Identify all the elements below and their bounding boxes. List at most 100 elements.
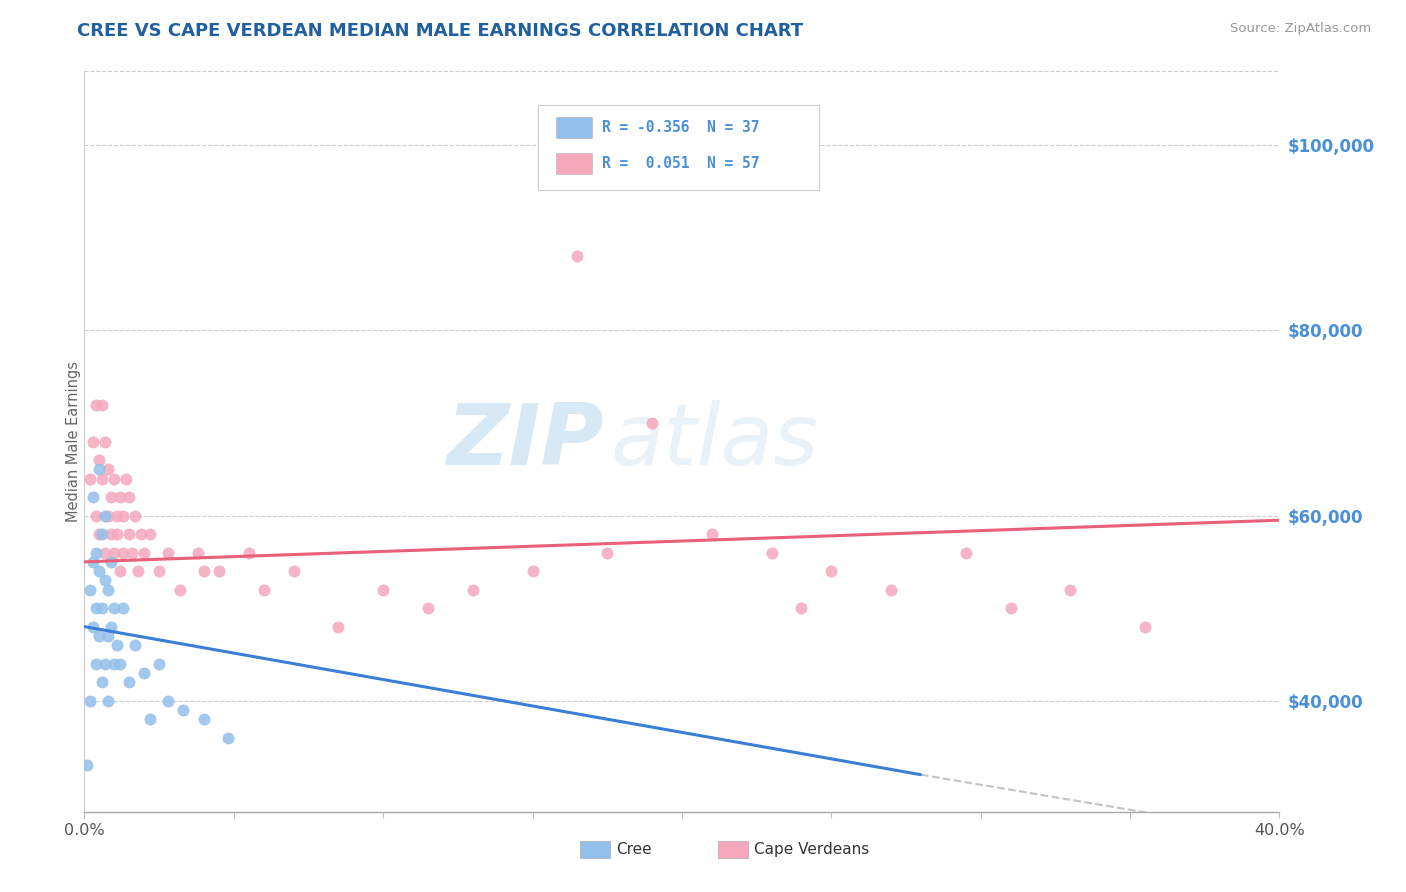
Point (118, 527, 141, 541)
Point (115, 472, 138, 486)
Point (187, 545, 209, 560)
Point (97, 462, 120, 476)
Point (79, 582, 101, 597)
Point (86, 601, 108, 615)
Bar (718, 841, 748, 857)
Y-axis label: Median Male Earnings: Median Male Earnings (66, 361, 80, 522)
Point (86, 545, 108, 560)
Point (94, 657, 117, 671)
Point (193, 564, 215, 578)
Point (373, 582, 395, 597)
Text: Cree: Cree (616, 842, 652, 857)
Point (596, 545, 619, 560)
Text: Cape Verdeans: Cape Verdeans (754, 842, 869, 857)
Point (100, 620, 122, 634)
Point (103, 657, 125, 671)
Text: Source: ZipAtlas.com: Source: ZipAtlas.com (1230, 22, 1371, 36)
Point (112, 601, 135, 615)
Point (89, 462, 111, 476)
Bar (557, 153, 592, 174)
Point (110, 657, 132, 671)
Point (82, 434, 104, 449)
Point (97, 582, 120, 597)
Point (124, 638, 146, 652)
Point (112, 508, 135, 523)
Point (157, 694, 180, 708)
Point (129, 527, 152, 541)
Point (91, 527, 114, 541)
Point (148, 657, 170, 671)
Point (97, 694, 120, 708)
Point (121, 545, 143, 560)
Point (238, 545, 260, 560)
Point (100, 555, 122, 569)
Point (820, 564, 842, 578)
Point (1133, 620, 1156, 634)
Point (124, 508, 146, 523)
Point (118, 675, 141, 690)
Text: R = -0.356  N = 37: R = -0.356 N = 37 (602, 120, 759, 135)
Point (105, 638, 128, 652)
Point (79, 472, 101, 486)
Point (103, 601, 125, 615)
Point (105, 527, 128, 541)
Point (416, 601, 439, 615)
Text: CREE VS CAPE VERDEAN MEDIAN MALE EARNINGS CORRELATION CHART: CREE VS CAPE VERDEAN MEDIAN MALE EARNING… (77, 22, 803, 40)
Bar (557, 117, 592, 138)
Point (880, 582, 903, 597)
Point (100, 527, 122, 541)
Point (148, 564, 170, 578)
Point (132, 665, 156, 680)
Point (700, 527, 723, 541)
Point (641, 416, 664, 430)
Point (86, 657, 108, 671)
Point (97, 629, 120, 643)
Point (89, 564, 111, 578)
Point (103, 545, 125, 560)
Point (172, 703, 194, 717)
Point (157, 545, 180, 560)
Point (118, 490, 141, 504)
FancyBboxPatch shape (538, 104, 820, 190)
Bar (581, 841, 610, 857)
Point (461, 582, 484, 597)
Point (112, 545, 135, 560)
Point (139, 527, 162, 541)
Point (89, 629, 111, 643)
Point (97, 508, 120, 523)
Point (567, 250, 589, 264)
Point (94, 545, 117, 560)
Point (86, 508, 108, 523)
Text: atlas: atlas (610, 400, 818, 483)
Point (110, 564, 132, 578)
Point (100, 490, 122, 504)
Point (103, 472, 125, 486)
Point (86, 398, 108, 412)
Point (208, 564, 231, 578)
Point (955, 545, 977, 560)
Point (283, 564, 305, 578)
Point (105, 508, 128, 523)
Point (89, 453, 111, 467)
Point (91, 472, 114, 486)
Point (82, 490, 104, 504)
Point (139, 712, 162, 726)
Point (217, 731, 239, 745)
Point (328, 620, 350, 634)
Point (91, 601, 114, 615)
Point (82, 620, 104, 634)
Point (522, 564, 544, 578)
Point (127, 564, 149, 578)
Point (761, 545, 783, 560)
Point (1059, 582, 1081, 597)
Point (94, 508, 117, 523)
Point (94, 574, 117, 588)
Point (110, 490, 132, 504)
Point (193, 712, 215, 726)
Point (91, 398, 114, 412)
Point (79, 694, 101, 708)
Point (91, 675, 114, 690)
Text: R =  0.051  N = 57: R = 0.051 N = 57 (602, 156, 759, 170)
Point (132, 545, 156, 560)
Point (1000, 601, 1022, 615)
